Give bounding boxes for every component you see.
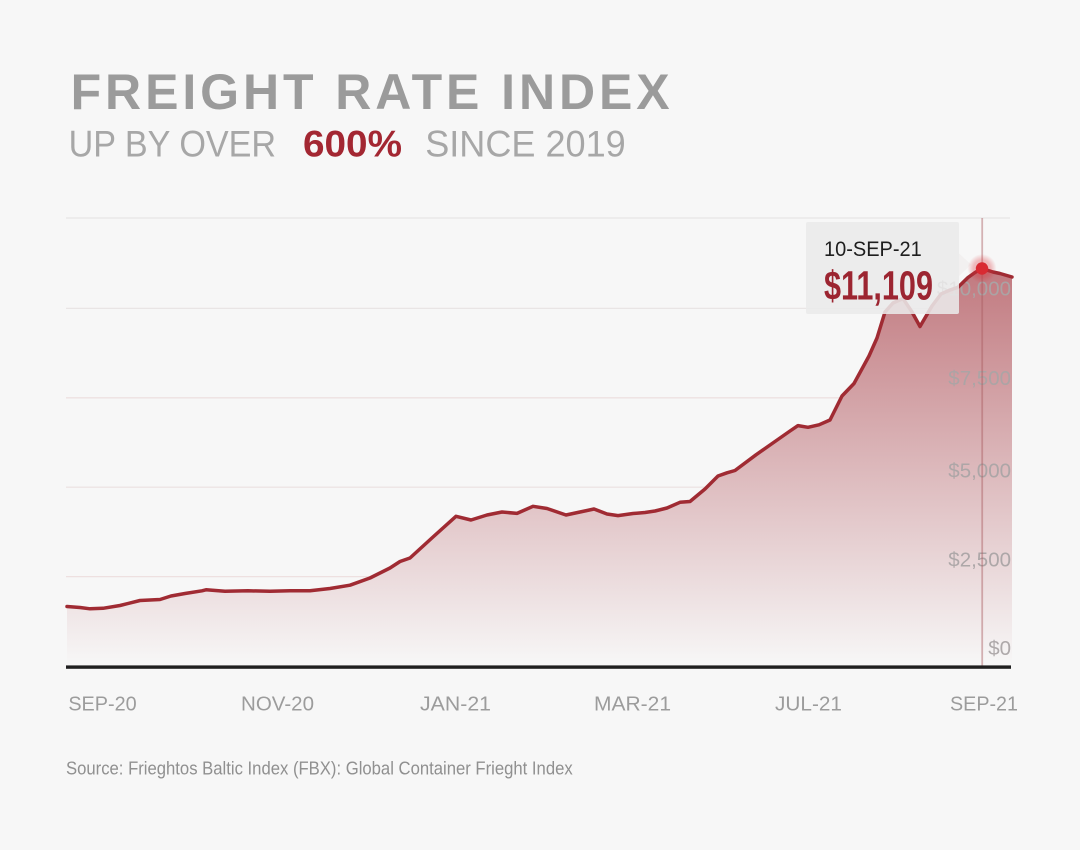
svg-text:MAR-21: MAR-21 [594,693,671,716]
svg-text:UP BY OVER: UP BY OVER [69,124,277,165]
svg-text:NOV-20: NOV-20 [241,693,314,716]
svg-text:SINCE 2019: SINCE 2019 [425,124,626,165]
svg-text:JAN-21: JAN-21 [420,693,491,716]
svg-text:$7,500: $7,500 [948,367,1011,390]
svg-text:SEP-21: SEP-21 [950,693,1018,716]
svg-text:SEP-20: SEP-20 [68,693,136,716]
svg-text:Source: Frieghtos Baltic Index: Source: Frieghtos Baltic Index (FBX): Gl… [66,758,573,779]
svg-text:$11,109: $11,109 [824,263,933,309]
svg-text:$2,500: $2,500 [948,549,1011,572]
svg-text:FREIGHT RATE INDEX: FREIGHT RATE INDEX [71,64,670,120]
svg-text:$5,000: $5,000 [948,460,1011,483]
svg-text:10-SEP-21: 10-SEP-21 [824,238,922,261]
svg-text:$0: $0 [988,637,1011,660]
svg-text:600%: 600% [303,124,402,165]
svg-text:JUL-21: JUL-21 [775,693,842,716]
